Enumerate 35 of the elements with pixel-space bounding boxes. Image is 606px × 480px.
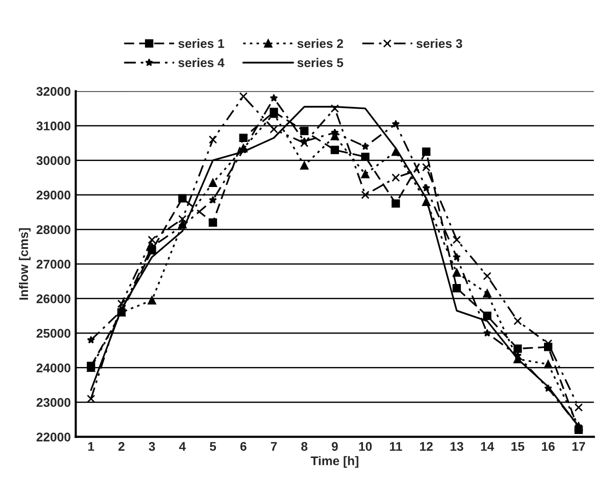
legend-label: series 1 (178, 38, 224, 48)
y-tick-label: 25000 (36, 328, 70, 338)
x-tick-label: 5 (210, 442, 216, 451)
y-tick-label: 22000 (36, 432, 70, 442)
x-tick-label: 15 (512, 442, 524, 451)
x-tick-label: 3 (148, 442, 155, 451)
x-tick-label: 11 (390, 442, 402, 451)
x-tick-label: 7 (270, 442, 277, 451)
x-axis-title: Time [h] (310, 456, 358, 468)
x-tick-label: 1 (88, 442, 94, 451)
x-tick-label: 4 (179, 442, 186, 451)
x-tick-label: 17 (572, 442, 586, 451)
x-tick-label: 14 (481, 442, 494, 451)
x-tick-label: 2 (118, 442, 124, 451)
y-tick-label: 31000 (36, 122, 70, 130)
legend-label: series 3 (416, 38, 462, 48)
x-tick-label: 16 (542, 442, 555, 451)
legend-label: series 2 (297, 38, 344, 48)
x-tick-label: 13 (450, 442, 464, 451)
x-tick-label: 12 (420, 442, 433, 451)
x-tick-label: 10 (359, 442, 372, 451)
y-axis-title: Inflow [cms] (18, 228, 31, 300)
legend-label: series 5 (297, 58, 344, 68)
y-tick-label: 30000 (36, 156, 70, 165)
legend-label: series 4 (178, 58, 224, 68)
y-tick-label: 23000 (36, 398, 70, 407)
y-tick-label: 27000 (36, 260, 70, 269)
y-tick-label: 32000 (36, 87, 70, 96)
x-tick-label: 8 (301, 442, 308, 451)
x-tick-label: 6 (240, 442, 246, 451)
y-tick-label: 26000 (36, 294, 70, 304)
x-tick-label: 9 (332, 442, 338, 451)
y-tick-label: 28000 (36, 225, 70, 234)
y-tick-label: 29000 (36, 190, 70, 200)
y-tick-label: 24000 (36, 363, 70, 372)
